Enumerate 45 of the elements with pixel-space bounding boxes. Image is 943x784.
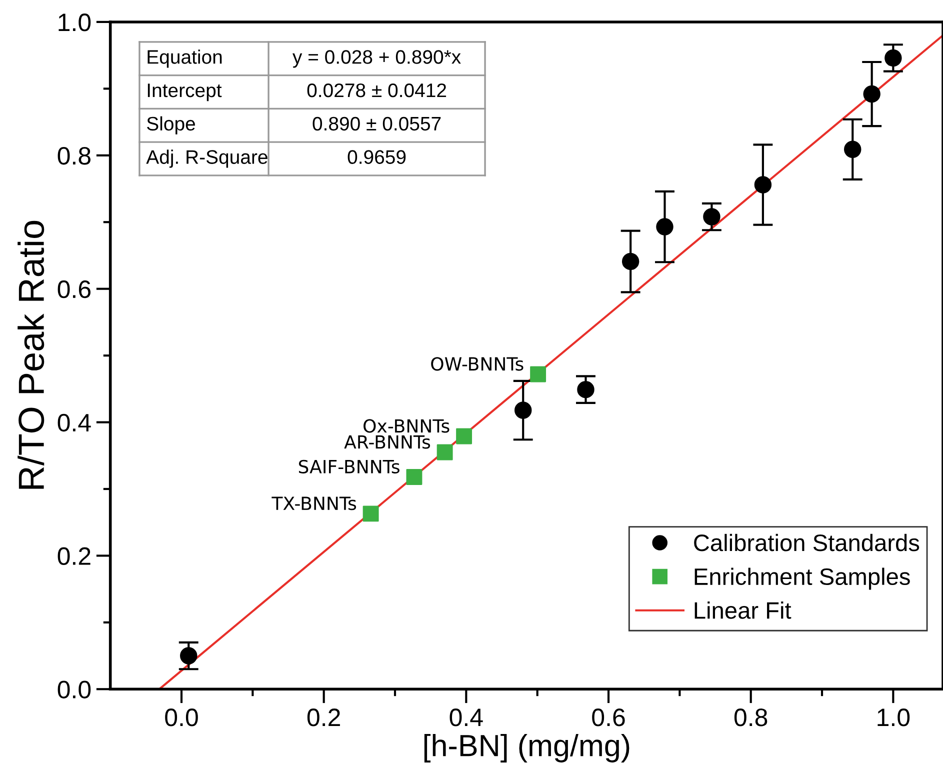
point — [436, 444, 453, 460]
point — [514, 402, 532, 419]
y-tick-label: 0.4 — [58, 414, 91, 432]
y-tick-label: 0.0 — [58, 680, 91, 698]
annotation: OW-BNNTs — [431, 357, 524, 371]
point — [577, 380, 594, 398]
point — [456, 428, 472, 444]
legend-label: Linear Fit — [694, 602, 792, 619]
point — [406, 468, 422, 485]
annotation: 0.0278 ± 0.0412 — [307, 83, 446, 98]
point — [180, 647, 198, 664]
y-tick-label: 0.2 — [58, 547, 90, 566]
y-axis-title: R/TO Peak Ratio — [18, 220, 44, 489]
point — [703, 208, 720, 226]
annotation: 0.9659 — [348, 150, 406, 164]
x-tick-label: 0.6 — [592, 708, 625, 726]
point — [656, 218, 674, 236]
x-axis-title: [h-BN] (mg/mg) — [424, 734, 630, 762]
x-tick-label: 1.0 — [878, 708, 910, 726]
annotation: Equation — [148, 50, 222, 68]
legend-label: Enrichment Samples — [694, 568, 910, 590]
annotation: y = 0.028 + 0.890*x — [292, 50, 461, 68]
point — [754, 176, 772, 194]
point — [362, 506, 379, 522]
x-tick-label: 0.2 — [307, 708, 340, 726]
annotation: Slope — [147, 116, 196, 134]
annotation: Adj. R-Square — [146, 150, 268, 168]
point — [530, 366, 546, 382]
annotation: 0.890 ± 0.0557 — [312, 116, 441, 131]
annotation: Intercept — [148, 84, 222, 102]
point — [863, 85, 880, 103]
legend-label: Calibration Standards — [694, 534, 920, 552]
y-tick-label: 0.6 — [58, 280, 90, 298]
x-tick-label: 0.0 — [165, 708, 198, 726]
y-tick-label: 1.0 — [58, 14, 91, 32]
annotation: AR-BNNTs — [344, 435, 430, 449]
y-tick-label: 0.8 — [58, 146, 90, 165]
annotation: SAIF-BNNTs — [298, 460, 400, 474]
annotation: TX-BNNTs — [272, 496, 356, 510]
point — [622, 252, 640, 270]
point — [884, 49, 902, 67]
annotation: Ox-BNNTs — [364, 419, 450, 433]
x-tick-label: 0.8 — [734, 708, 768, 726]
point — [844, 140, 862, 158]
x-tick-label: 0.4 — [450, 708, 483, 726]
